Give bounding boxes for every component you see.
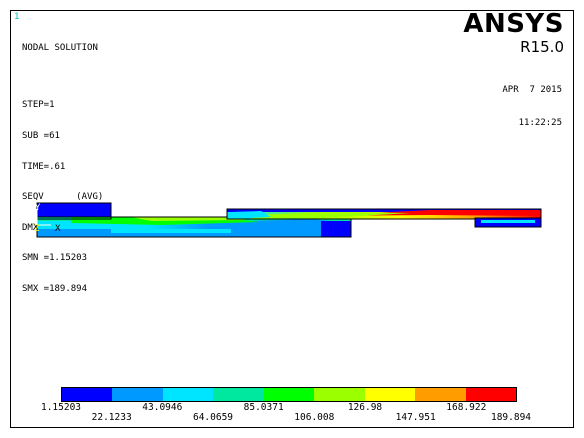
- lower-beam: [36, 202, 352, 238]
- brand-name: ANSYS: [463, 9, 564, 39]
- legend-swatch: [415, 388, 466, 401]
- legend-swatch: [364, 388, 416, 401]
- legend-value-label: 85.0371: [243, 402, 284, 413]
- min-stress-label: SMN =1.15203: [22, 253, 88, 264]
- triad-z-label: Z: [34, 224, 40, 234]
- triad-y-label: Y: [35, 203, 41, 213]
- legend-value-label: 189.894: [490, 412, 532, 423]
- legend-swatch: [314, 388, 365, 401]
- legend-swatch: [263, 388, 315, 401]
- legend-swatch: [162, 388, 214, 401]
- plot-type-label: NODAL SOLUTION: [22, 43, 98, 54]
- contour-legend-bar: [61, 387, 517, 402]
- result-quantity-label: SEQV (AVG): [22, 192, 104, 203]
- legend-value-label: 147.951: [395, 412, 436, 423]
- triad-x-label: X: [55, 224, 61, 234]
- time-stamp-label: 11:22:25: [518, 118, 562, 128]
- legend-swatch: [465, 388, 516, 401]
- legend-value-label: 1.15203: [40, 402, 82, 413]
- legend-swatch: [62, 388, 113, 401]
- legend-value-label: 43.0946: [142, 402, 183, 413]
- legend-value-label: 126.98: [347, 402, 383, 413]
- date-time-stamp: APR 7 2015 11:22:25: [502, 63, 562, 151]
- fe-model-contour[interactable]: Y Z X: [11, 11, 573, 381]
- legend-value-label: 106.008: [294, 412, 335, 423]
- ansys-logo: ANSYS R15.0: [463, 9, 564, 55]
- legend-value-label: 22.1233: [91, 412, 132, 423]
- max-stress-label: SMX =189.894: [22, 283, 88, 294]
- substep-label: SUB =61: [22, 131, 60, 141]
- legend-swatch: [112, 388, 163, 401]
- brand-version: R15.0: [520, 38, 564, 56]
- legend-value-label: 64.0659: [192, 412, 234, 423]
- legend-swatch: [213, 388, 264, 401]
- graphics-window[interactable]: 1 NODAL SOLUTION STEP=1 SUB =61 TIME=.61…: [10, 9, 574, 428]
- upper-beam: [226, 208, 542, 228]
- legend-value-label: 168.922: [446, 402, 487, 413]
- step-label: STEP=1: [22, 100, 55, 111]
- date-label: APR 7 2015: [502, 85, 562, 95]
- coordinate-triad: Y Z X: [34, 203, 61, 234]
- window-number: 1: [14, 12, 20, 22]
- time-label: TIME=.61: [22, 161, 66, 172]
